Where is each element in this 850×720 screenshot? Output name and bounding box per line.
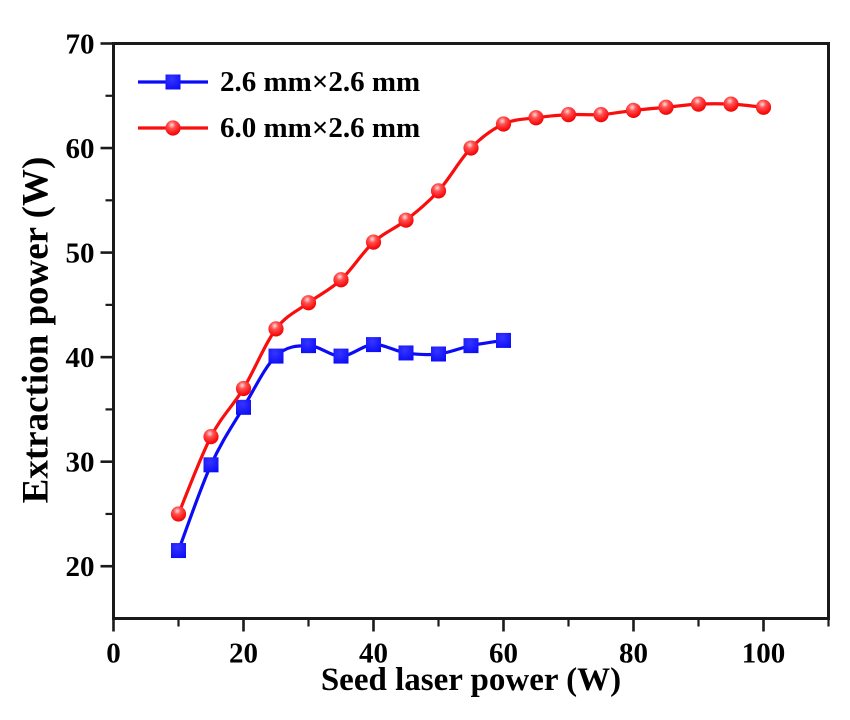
y-tick-label: 70 bbox=[66, 29, 95, 61]
x-tick-label: 60 bbox=[489, 638, 518, 670]
data-point-marker bbox=[463, 338, 479, 354]
data-point-marker bbox=[398, 345, 414, 361]
data-point-marker bbox=[431, 346, 446, 362]
data-point-marker bbox=[268, 348, 284, 364]
data-point-marker bbox=[625, 102, 642, 119]
legend: 2.6 mm×2.6 mm 6.0 mm×2.6 mm bbox=[137, 59, 420, 151]
y-axis-title: Extraction power (W) bbox=[15, 156, 57, 504]
legend-swatch-square-icon bbox=[138, 74, 208, 90]
data-point-marker bbox=[301, 338, 316, 354]
plot-frame bbox=[112, 42, 830, 620]
legend-marker bbox=[165, 120, 181, 136]
data-point-marker bbox=[170, 506, 187, 522]
data-point-marker bbox=[268, 321, 284, 337]
y-tick-label: 60 bbox=[66, 133, 95, 165]
data-point-marker bbox=[593, 106, 609, 123]
data-point-marker bbox=[723, 96, 739, 112]
data-point-marker bbox=[236, 399, 251, 415]
legend-item-0: 2.6 mm×2.6 mm bbox=[137, 59, 420, 105]
data-point-marker bbox=[495, 116, 512, 132]
x-tick-label: 40 bbox=[359, 638, 388, 670]
data-point-marker bbox=[755, 99, 772, 115]
data-point-marker bbox=[463, 140, 479, 156]
data-point-marker bbox=[171, 543, 186, 559]
data-point-marker bbox=[365, 234, 382, 250]
x-tick-label: 100 bbox=[742, 638, 786, 670]
data-point-marker bbox=[430, 183, 447, 199]
data-point-marker bbox=[496, 332, 511, 348]
series-line-0 bbox=[176, 338, 506, 553]
x-tick-label: 0 bbox=[106, 638, 121, 670]
x-tick-label: 80 bbox=[619, 638, 648, 670]
data-point-marker bbox=[203, 457, 219, 473]
data-point-marker bbox=[528, 110, 544, 126]
data-point-marker bbox=[366, 337, 381, 353]
data-point-marker bbox=[235, 380, 252, 397]
data-point-marker bbox=[203, 428, 219, 445]
data-point-marker bbox=[398, 212, 414, 228]
legend-item-1: 6.0 mm×2.6 mm bbox=[137, 105, 420, 151]
series-line-1 bbox=[176, 102, 766, 516]
legend-marker bbox=[165, 74, 181, 90]
data-point-marker bbox=[658, 99, 674, 115]
x-axis-title: Seed laser power (W) bbox=[320, 662, 622, 698]
data-point-marker bbox=[333, 272, 349, 288]
data-point-marker bbox=[560, 106, 577, 123]
legend-label-0: 2.6 mm×2.6 mm bbox=[220, 65, 421, 98]
legend-label-1: 6.0 mm×2.6 mm bbox=[220, 111, 421, 144]
y-tick-label: 30 bbox=[66, 447, 95, 479]
legend-swatch-circle-icon bbox=[138, 120, 208, 136]
x-tick-label: 20 bbox=[229, 638, 258, 670]
data-point-marker bbox=[300, 295, 317, 311]
data-point-marker bbox=[690, 96, 707, 112]
data-point-marker bbox=[333, 348, 349, 364]
y-tick-label: 50 bbox=[66, 238, 95, 270]
y-tick-label: 40 bbox=[66, 342, 95, 374]
y-tick-label: 20 bbox=[66, 551, 95, 583]
